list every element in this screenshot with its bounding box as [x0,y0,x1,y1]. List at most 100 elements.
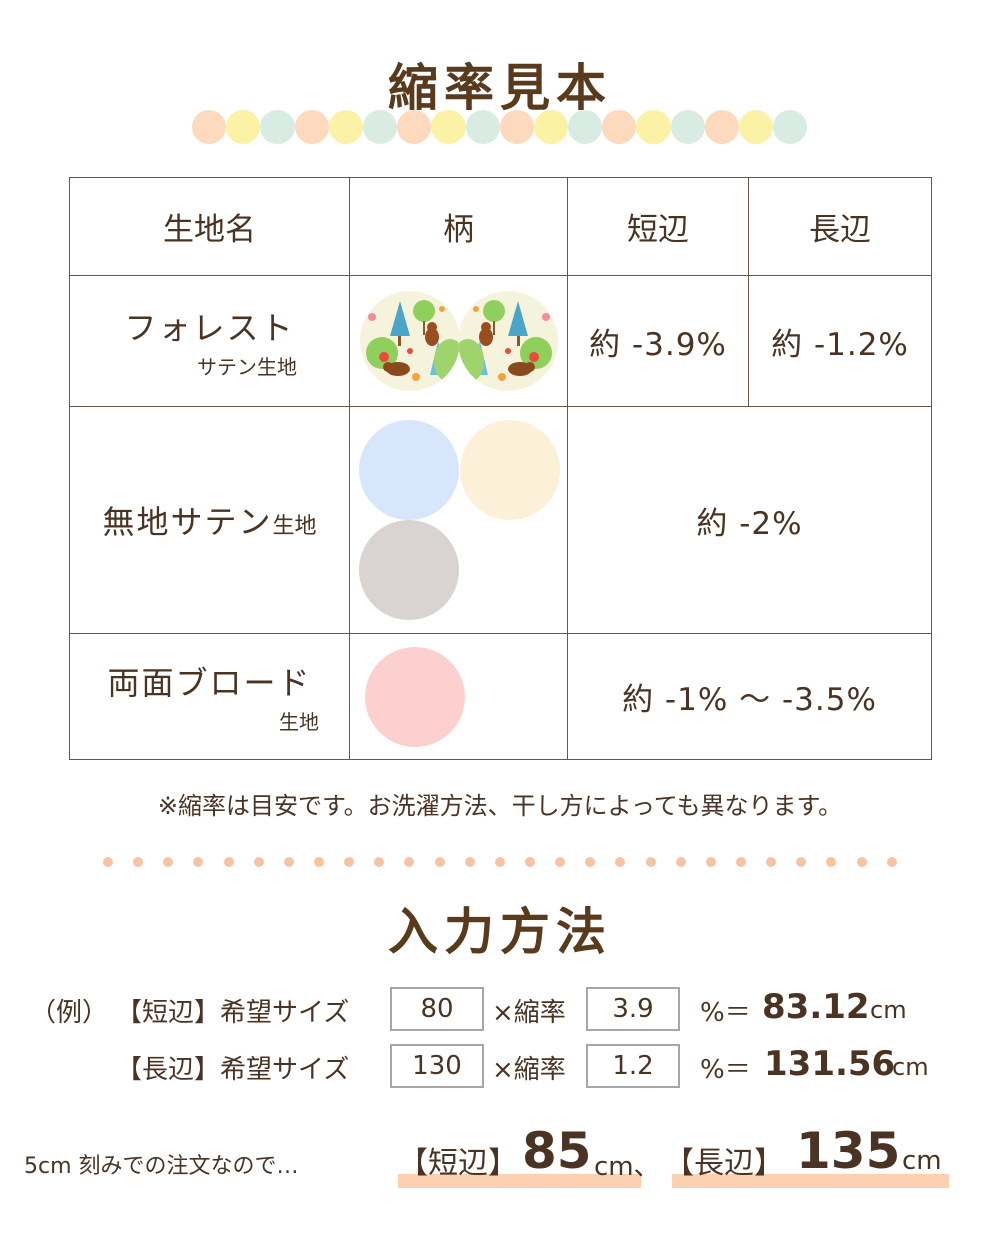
summary-short-unit: cm、 [594,1152,660,1182]
times-rate-label: ×縮率 [492,1055,566,1085]
divider-dot [283,857,294,867]
result-short: 83.12 [762,987,870,1027]
divider-dot [494,857,505,867]
example-label: （例） [30,998,109,1028]
fabric-name: 無地サテン [102,503,273,541]
rate-box-short: 3.9 [586,987,680,1031]
divider-dot [796,857,807,867]
summary-long-value: 135 [796,1122,901,1180]
percent-equals: %＝ [700,998,751,1028]
combined-rate: 約 -1% ～ -3.5% [567,633,932,760]
divider-dot [103,857,113,867]
combined-rate: 約 -2% [567,406,932,634]
header-pattern: 柄 [349,177,568,276]
scallop [260,110,295,144]
divider-dot [826,857,837,867]
highlight-long [672,1174,949,1188]
highlight-short [398,1174,641,1188]
scallop [499,110,534,144]
divider-dot [585,857,596,867]
pattern-cell [349,406,568,634]
result-long: 131.56 [764,1044,896,1084]
pattern-cell [349,275,568,407]
row-label-short: 【短辺】希望サイズ [116,998,350,1028]
divider-dot [464,857,475,867]
unit-cm: cm [870,996,907,1024]
table-row-forest: フォレスト サテン生地 [69,275,932,407]
swatch-pink [365,647,465,747]
rate-box-long: 1.2 [586,1044,680,1088]
fabric-name: フォレスト [124,308,295,347]
divider-dot [193,857,204,867]
scallop [568,110,603,144]
fabric-name-cell: 両面ブロード 生地 [69,633,350,760]
section-title-input-method: 入力方法 [388,903,612,961]
fabric-subtype: サテン生地 [197,354,297,379]
long-side-rate: 約 -1.2% [748,275,932,407]
scallop [670,110,705,144]
scallop [533,110,569,144]
summary-lead: 5cm 刻みでの注文なので… [24,1154,299,1179]
divider-dot [555,857,566,867]
divider-dot [886,857,897,867]
table-header-row: 生地名 柄 短辺 長辺 [69,177,932,276]
short-side-rate: 約 -3.9% [567,275,749,407]
divider-dot [766,857,777,867]
header-short-side: 短辺 [567,177,749,276]
scallop [465,110,500,144]
divider-dot [223,857,234,867]
fabric-name-cell: 無地サテン生地 [69,406,350,634]
scallop [431,110,466,144]
swatch-greige [359,520,459,620]
summary-short-value: 85 [522,1122,592,1180]
pattern-cell [349,633,568,760]
fabric-subtype: 生地 [272,514,317,539]
scallop [328,110,363,144]
divider-dot [344,857,355,867]
table-row-plain-satin: 無地サテン生地 約 -2% [69,406,932,634]
size-box-short: 80 [390,987,484,1031]
summary-long-label: 【長辺】 [664,1146,784,1181]
table-row-broadcloth: 両面ブロード 生地 約 -1% ～ -3.5% [69,633,932,760]
fabric-name: 両面ブロード [107,664,312,702]
divider-dot [615,857,626,867]
fabric-subtype: 生地 [279,710,319,734]
divider-dot [404,857,415,867]
scallop [739,110,774,144]
divider-dot [705,857,716,867]
divider-dot [163,857,174,867]
shrink-rate-table: 生地名 柄 短辺 長辺 フォレスト サテン生地 [69,177,932,760]
divider-dot [253,857,264,867]
divider-dot [856,857,867,867]
page-title-shrink-sample: 縮率見本 [388,59,612,117]
divider-dot [374,857,385,867]
swatch-cream [460,420,560,520]
dotted-divider [103,857,897,867]
scallop [636,110,671,144]
scallop [226,110,261,144]
forest-pattern-swatches [360,291,558,391]
divider-dot [133,857,144,867]
divider-dot [524,857,535,867]
times-rate-label: ×縮率 [492,998,566,1028]
scallop [602,110,637,144]
scallop [362,110,398,144]
divider-dot [434,857,445,867]
summary-short-label: 【短辺】 [398,1146,518,1181]
summary-long-unit: cm [902,1146,942,1176]
header-fabric-name: 生地名 [69,177,350,276]
percent-equals: %＝ [700,1055,751,1085]
row-label-long: 【長辺】希望サイズ [116,1055,350,1085]
divider-dot [735,857,746,867]
scallop [397,110,432,144]
divider-dot [675,857,686,867]
scallop [773,110,808,144]
unit-cm: cm [892,1053,929,1081]
scallop-garland [192,110,808,144]
scallop [704,110,739,144]
shrink-note: ※縮率は目安です。お洗濯方法、干し方によっても異なります。 [157,792,843,820]
size-box-long: 130 [390,1044,484,1088]
divider-dot [313,857,324,867]
scallop [294,110,329,144]
divider-dot [645,857,656,867]
